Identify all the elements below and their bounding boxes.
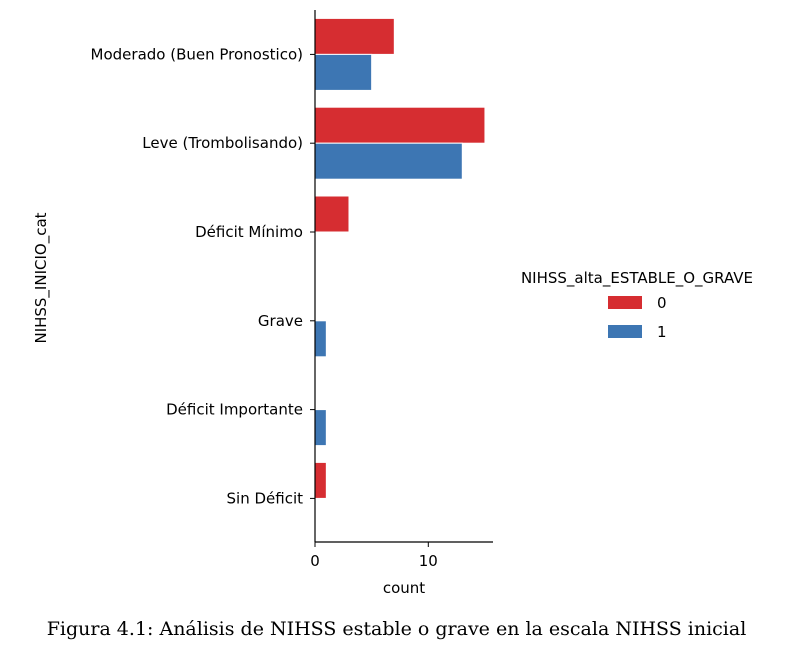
bar-5-series-0	[314, 461, 327, 499]
y-tick-label: Sin Déficit	[227, 489, 304, 507]
y-ticks-group: Moderado (Buen Pronostico) Leve (Tromboli…	[91, 45, 315, 507]
bar-0-series-1	[314, 53, 373, 91]
legend-items: 01	[608, 294, 667, 341]
legend: NIHSS_alta_ESTABLE_O_GRAVE 01	[521, 269, 753, 341]
x-ticks-group: 0 10	[310, 542, 438, 570]
x-tick-label: 10	[419, 552, 438, 570]
legend-swatch-0	[608, 296, 642, 309]
legend-title: NIHSS_alta_ESTABLE_O_GRAVE	[521, 269, 753, 288]
bar-3-series-1	[314, 320, 327, 358]
legend-label-1: 1	[657, 323, 667, 341]
bar-2-series-0	[314, 195, 350, 233]
bar-1-series-1	[314, 142, 463, 180]
bar-4-series-1	[314, 409, 327, 447]
figure-caption: Figura 4.1: Análisis de NIHSS estable o …	[46, 618, 747, 640]
y-tick-label: Leve (Trombolisando)	[142, 134, 303, 152]
bars-group	[314, 17, 486, 499]
y-axis-label: NIHSS_INICIO_cat	[32, 212, 51, 343]
y-tick-label: Déficit Importante	[166, 401, 303, 419]
y-tick-label: Grave	[258, 312, 303, 330]
legend-swatch-1	[608, 325, 642, 338]
bar-0-series-0	[314, 17, 395, 55]
x-axis-label: count	[383, 579, 425, 597]
y-tick-label: Déficit Mínimo	[195, 223, 303, 241]
legend-label-0: 0	[657, 294, 667, 312]
bar-1-series-0	[314, 106, 486, 144]
x-tick-label: 0	[310, 552, 320, 570]
y-tick-label: Moderado (Buen Pronostico)	[91, 45, 303, 63]
